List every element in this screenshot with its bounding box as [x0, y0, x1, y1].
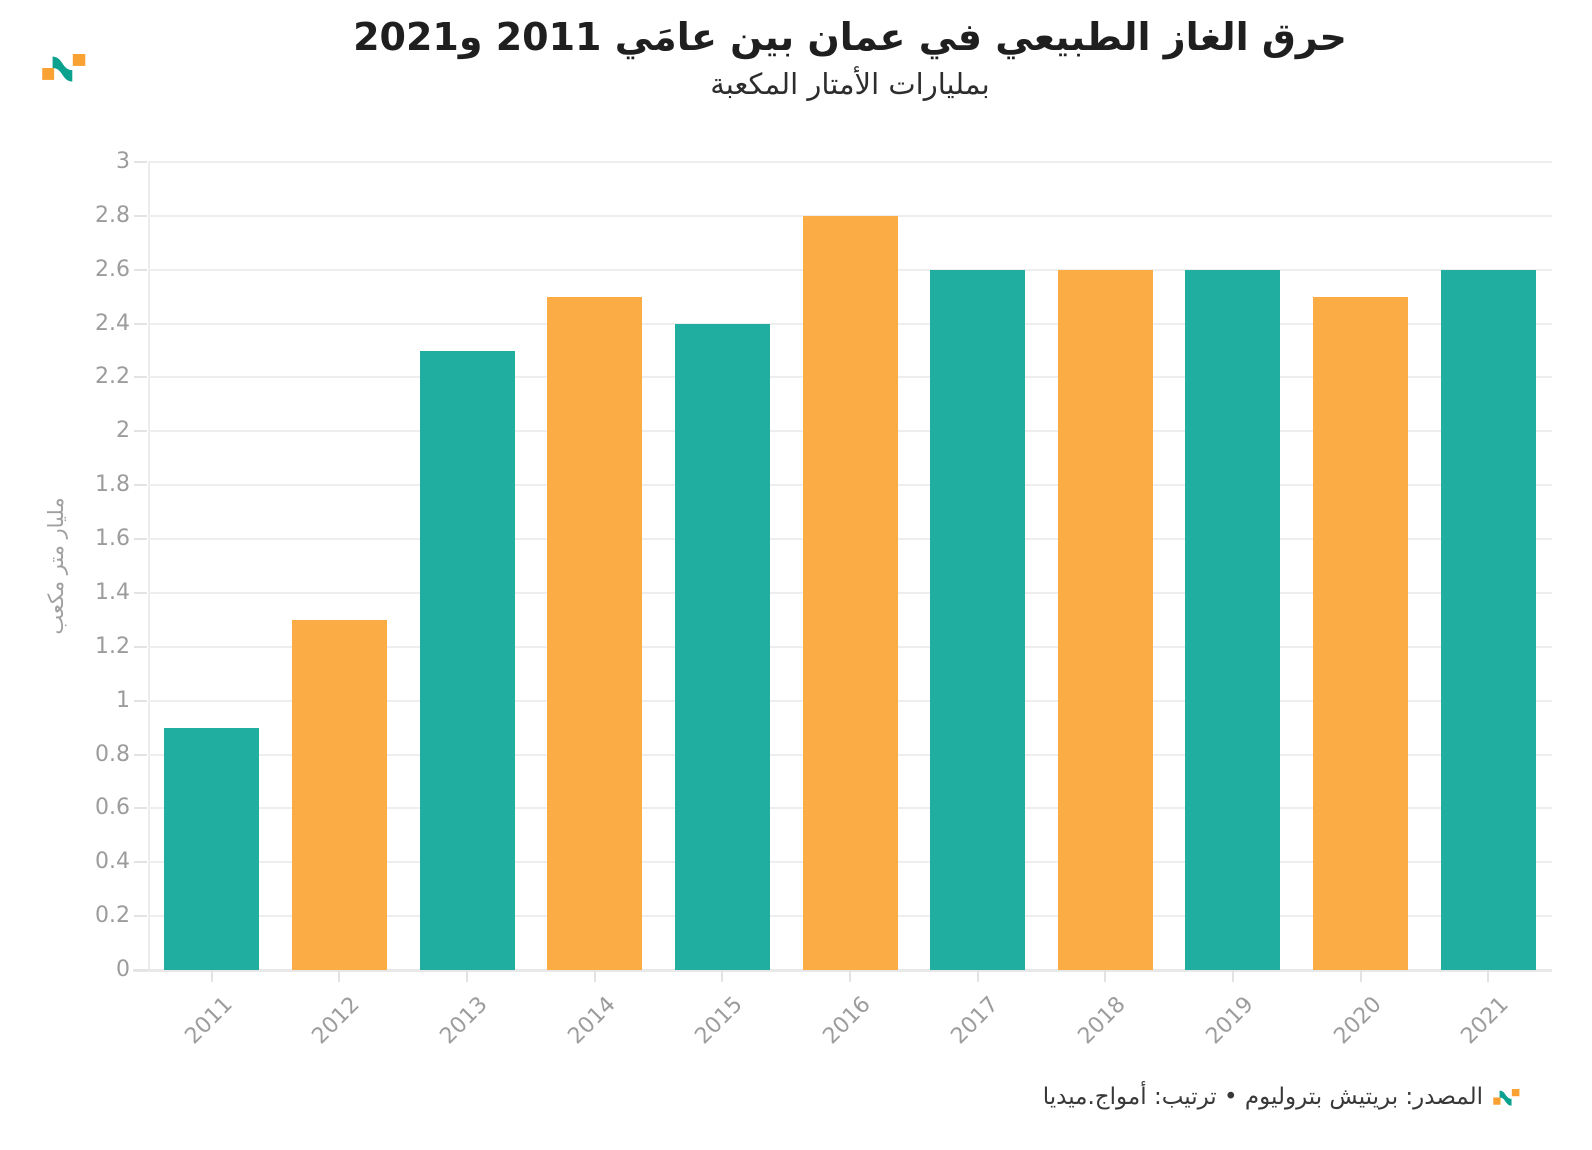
- y-tick-label: 0: [116, 957, 130, 982]
- y-tick-mark: [134, 376, 147, 379]
- x-tick-mark: [1359, 970, 1362, 982]
- x-tick-mark: [976, 970, 979, 982]
- source-text: المصدر: بريتيش بتروليوم • ترتيب: أمواج.م…: [1042, 1084, 1483, 1110]
- x-tick-mark: [593, 970, 596, 982]
- amwaj-logo-icon: [42, 54, 86, 82]
- y-tick-label: 0.4: [95, 849, 130, 875]
- bar-2014[interactable]: [547, 296, 643, 970]
- bar-2012[interactable]: [291, 619, 387, 970]
- y-tick-label: 1.6: [95, 526, 130, 552]
- chart-header: حرق الغاز الطبيعي في عمان بين عامَي 2011…: [148, 14, 1552, 103]
- x-tick-label: 2019: [1201, 992, 1259, 1050]
- y-tick-mark: [134, 484, 147, 487]
- y-tick-label: 0.8: [95, 741, 130, 767]
- y-tick-mark: [134, 214, 147, 217]
- x-tick-mark: [466, 970, 469, 982]
- x-tick-mark: [1104, 970, 1107, 982]
- y-tick-mark: [134, 322, 147, 325]
- y-tick-mark: [134, 699, 147, 702]
- y-tick-label: 3: [116, 149, 130, 174]
- y-tick-label: 2.8: [95, 202, 130, 228]
- x-tick-label: 2015: [690, 992, 749, 1050]
- x-tick-mark: [849, 970, 851, 982]
- bar-2016[interactable]: [802, 215, 898, 970]
- y-tick-mark: [134, 161, 147, 163]
- y-tick-label: 1.4: [95, 579, 130, 605]
- amwaj-logo-icon-small: [1493, 1088, 1520, 1106]
- source-line: المصدر: بريتيش بتروليوم • ترتيب: أمواج.م…: [1043, 1084, 1520, 1110]
- y-tick-mark: [134, 969, 147, 971]
- y-tick-mark: [134, 645, 147, 648]
- bar-2017[interactable]: [930, 269, 1026, 970]
- y-tick-label: 2: [116, 418, 130, 444]
- page-title: حرق الغاز الطبيعي في عمان بين عامَي 2011…: [353, 15, 1347, 59]
- x-tick-label: 2018: [1073, 992, 1131, 1050]
- x-tick-mark: [210, 970, 213, 982]
- plot-area: [133, 161, 1552, 972]
- bar-2015[interactable]: [674, 323, 770, 970]
- x-tick-mark: [721, 970, 724, 982]
- y-tick-mark: [134, 591, 147, 594]
- y-tick-mark: [134, 915, 147, 918]
- bar-2011[interactable]: [164, 727, 260, 970]
- x-tick-mark: [338, 970, 341, 982]
- y-axis-title: مليار متر مكعب: [44, 497, 68, 635]
- gridline: [148, 214, 1552, 217]
- x-tick-mark: [1487, 970, 1490, 982]
- x-tick-label: 2020: [1328, 992, 1387, 1050]
- y-tick-mark: [134, 753, 147, 756]
- y-tick-mark: [134, 268, 147, 271]
- y-tick-label: 1.8: [95, 472, 130, 498]
- y-tick-mark: [134, 430, 147, 433]
- chart-subtitle: بمليارات الأمتار المكعبة: [710, 66, 990, 101]
- y-tick-label: 2.2: [95, 364, 130, 390]
- y-tick-label: 1.2: [95, 633, 130, 659]
- y-axis-line: [148, 162, 150, 970]
- y-tick-mark: [134, 807, 147, 810]
- gridline: [148, 161, 1552, 163]
- y-tick-label: 1: [116, 687, 130, 713]
- y-tick-label: 2.6: [95, 256, 130, 282]
- bar-2021[interactable]: [1440, 269, 1536, 970]
- bar-2018[interactable]: [1057, 269, 1153, 970]
- x-tick-label: 2014: [563, 992, 621, 1050]
- x-axis-line: [133, 969, 1552, 972]
- x-tick-label: 2011: [180, 992, 238, 1050]
- x-tick-mark: [1231, 970, 1234, 982]
- y-tick-label: 0.2: [95, 903, 130, 929]
- y-tick-mark: [134, 538, 147, 541]
- x-tick-label: 2017: [946, 992, 1004, 1050]
- y-tick-label: 0.6: [95, 795, 130, 821]
- y-tick-label: 2.4: [95, 310, 130, 336]
- bar-2020[interactable]: [1313, 296, 1409, 970]
- x-tick-label: 2016: [818, 992, 876, 1050]
- x-tick-label: 2012: [307, 992, 366, 1050]
- y-tick-mark: [134, 861, 147, 864]
- x-tick-label: 2013: [435, 992, 493, 1050]
- bar-2013[interactable]: [419, 350, 515, 970]
- bar-2019[interactable]: [1185, 269, 1281, 970]
- x-tick-label: 2021: [1456, 992, 1514, 1050]
